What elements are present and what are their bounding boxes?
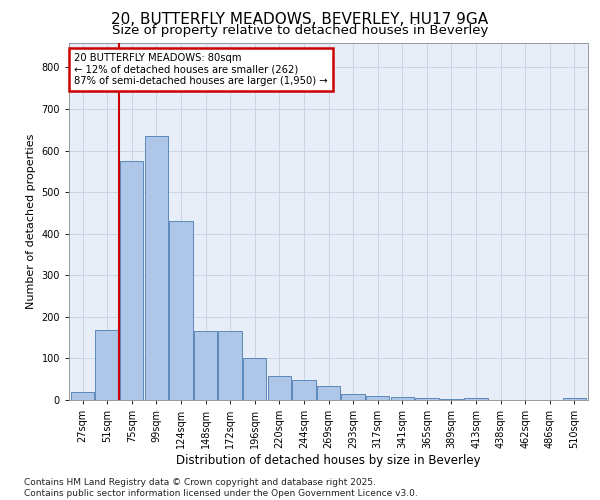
Bar <box>366 396 389 400</box>
Bar <box>169 221 193 400</box>
Text: Contains HM Land Registry data © Crown copyright and database right 2025.
Contai: Contains HM Land Registry data © Crown c… <box>24 478 418 498</box>
Bar <box>415 398 439 400</box>
Text: 20, BUTTERFLY MEADOWS, BEVERLEY, HU17 9GA: 20, BUTTERFLY MEADOWS, BEVERLEY, HU17 9G… <box>112 12 488 28</box>
Bar <box>292 380 316 400</box>
Bar <box>145 136 168 400</box>
Bar <box>194 332 217 400</box>
X-axis label: Distribution of detached houses by size in Beverley: Distribution of detached houses by size … <box>176 454 481 467</box>
Bar <box>218 332 242 400</box>
Text: Size of property relative to detached houses in Beverley: Size of property relative to detached ho… <box>112 24 488 37</box>
Text: 20 BUTTERFLY MEADOWS: 80sqm
← 12% of detached houses are smaller (262)
87% of se: 20 BUTTERFLY MEADOWS: 80sqm ← 12% of det… <box>74 53 328 86</box>
Bar <box>243 358 266 400</box>
Bar <box>341 394 365 400</box>
Bar <box>563 398 586 400</box>
Bar <box>391 396 414 400</box>
Bar <box>120 161 143 400</box>
Bar <box>71 392 94 400</box>
Bar <box>440 399 463 400</box>
Y-axis label: Number of detached properties: Number of detached properties <box>26 134 36 309</box>
Bar <box>95 330 119 400</box>
Bar <box>464 398 488 400</box>
Bar <box>317 386 340 400</box>
Bar <box>268 376 291 400</box>
